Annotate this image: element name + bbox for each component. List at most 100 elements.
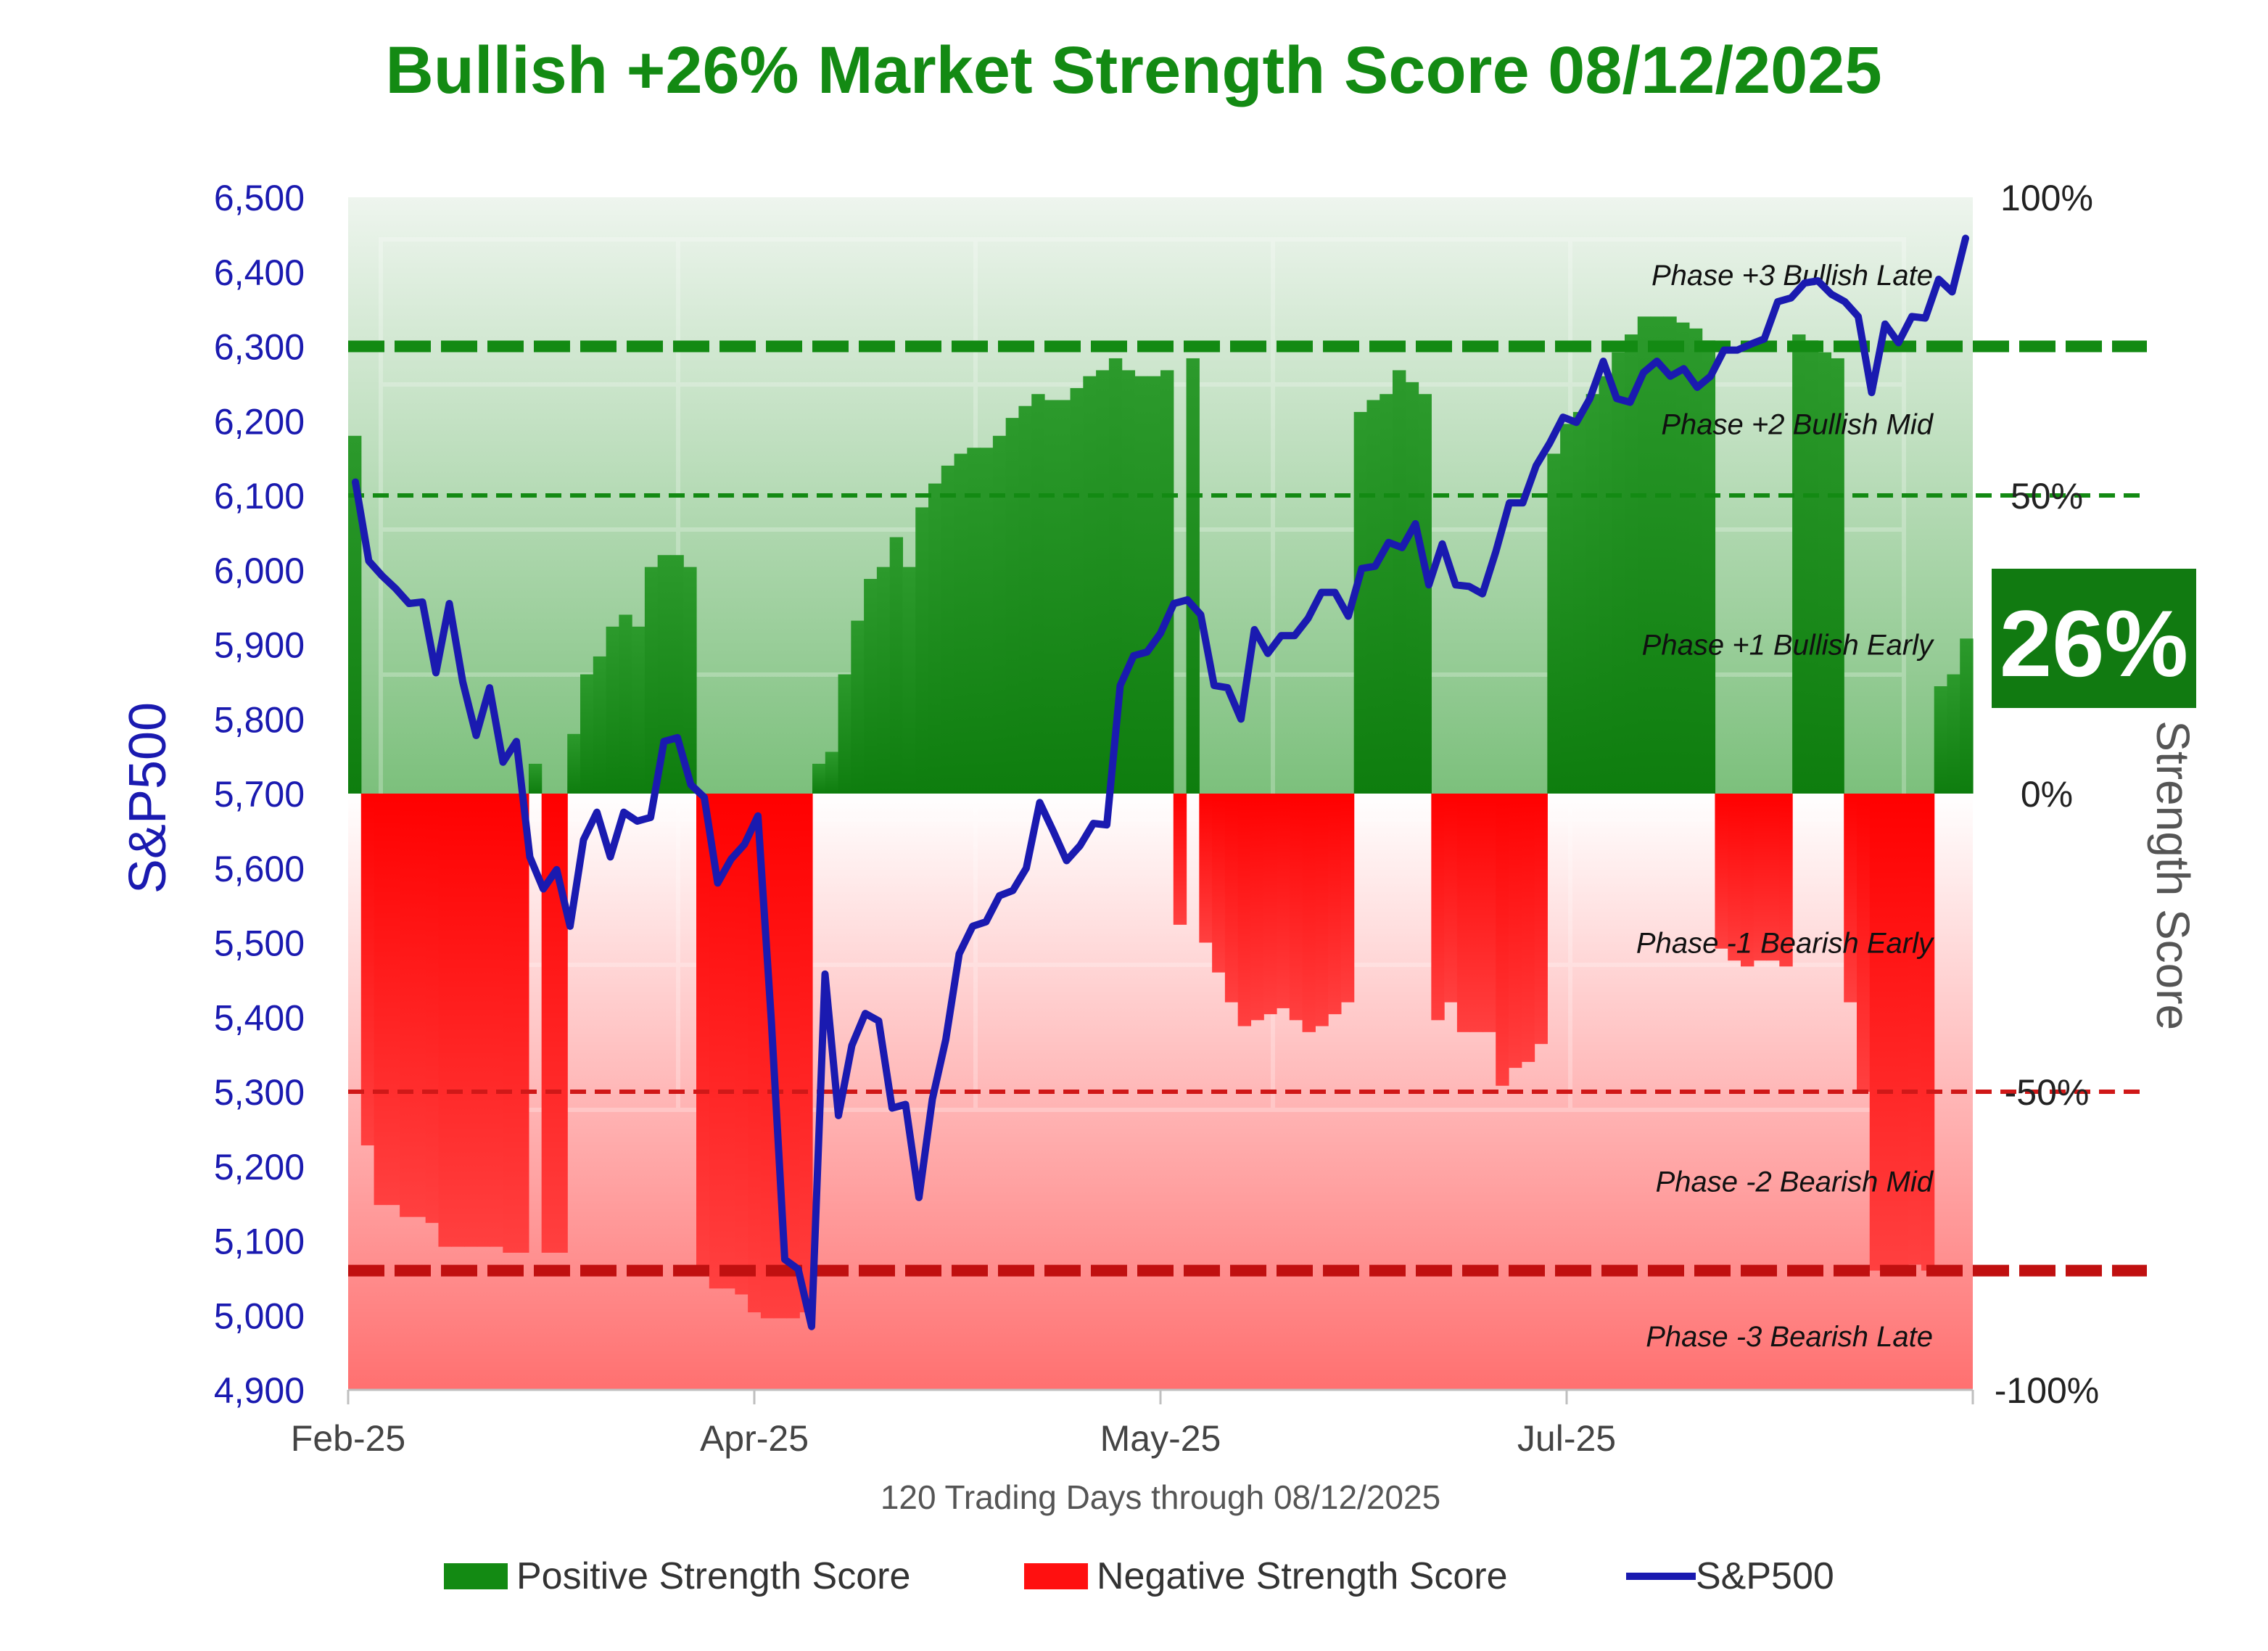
positive-score-bar [1599,376,1612,794]
positive-score-bar [593,656,606,794]
positive-score-bar [1651,316,1664,794]
positive-score-bar [838,675,851,794]
negative-score-bar [438,794,451,1247]
legend-label-positive: Positive Strength Score [516,1555,910,1597]
negative-score-bar [1341,794,1354,1002]
positive-score-bar [1560,424,1573,794]
legend-label-sp500: S&P500 [1696,1555,1834,1597]
positive-score-bar [967,448,980,794]
negative-score-bar [554,794,567,1253]
y-axis-left-title: S&P500 [119,702,177,894]
right-axis-tick-label: -100% [1995,1370,2100,1411]
positive-score-bar [1393,370,1406,794]
positive-score-bar [1663,316,1676,794]
left-axis-tick-label: 6,500 [214,178,305,218]
x-axis-ticks: Feb-25 Apr-25 May-25 Jul-25 [291,1418,1616,1459]
chart-title: Bullish +26% Market Strength Score 08/12… [385,33,1881,107]
negative-score-bar [1870,794,1883,1271]
positive-score-bar [928,484,941,794]
right-axis-tick-label: 50% [2011,476,2083,516]
negative-score-bar [400,794,413,1217]
phase-label: Phase +3 Bullish Late [1651,260,1933,292]
positive-score-bar [1960,638,1973,794]
right-axis-ticks: 100%50%0%-50%-100% [1995,178,2100,1411]
negative-score-bar [516,794,529,1253]
positive-score-bar [1122,370,1135,794]
negative-score-bar [1496,794,1509,1086]
negative-score-bar [1470,794,1483,1032]
negative-score-bar [1457,794,1470,1032]
negative-score-bar [1250,794,1263,1020]
left-axis-tick-label: 5,900 [214,625,305,666]
negative-score-bar [1290,794,1303,1020]
positive-score-bar [1406,382,1419,794]
positive-score-bar [1573,412,1586,794]
positive-score-bar [1547,453,1560,794]
positive-score-bar [632,627,645,794]
positive-score-bar [877,567,890,794]
negative-score-bar [1212,794,1225,973]
negative-score-bar [1431,794,1444,1020]
legend-label-negative: Negative Strength Score [1097,1555,1508,1597]
negative-score-bar [542,794,555,1253]
negative-score-bar [387,794,400,1205]
positive-score-bar [954,453,968,794]
positive-score-bar [993,436,1006,794]
x-axis-title: 120 Trading Days through 08/12/2025 [881,1478,1440,1516]
negative-score-bar [1444,794,1457,1002]
negative-score-bar [413,794,426,1217]
x-axis-tick-label: Apr-25 [700,1418,809,1459]
left-axis-tick-label: 5,400 [214,997,305,1038]
positive-score-bar [1006,418,1019,794]
negative-score-bar [1522,794,1535,1062]
phase-label: Phase +1 Bullish Early [1642,630,1935,662]
positive-score-bar [606,627,619,794]
positive-score-bar [1947,675,1960,794]
positive-score-bar [864,579,877,794]
positive-score-bar [1419,394,1432,794]
positive-score-bar [941,466,954,794]
left-axis-tick-label: 5,200 [214,1147,305,1187]
negative-score-bar [490,794,503,1247]
positive-score-bar [1187,358,1200,794]
positive-score-bar [1134,376,1147,794]
positive-score-bar [1057,400,1071,794]
positive-score-bar [980,448,993,794]
left-axis-tick-label: 5,500 [214,923,305,964]
positive-score-bar [1792,334,1805,794]
left-axis-tick-label: 4,900 [214,1370,305,1411]
positive-score-bar [1083,376,1096,794]
negative-score-bar [1315,794,1328,1026]
positive-score-bar [1147,376,1160,794]
negative-score-bar [503,794,516,1253]
positive-score-bar [915,507,928,794]
left-axis-tick-label: 5,100 [214,1222,305,1262]
positive-score-bar [1018,406,1031,794]
negative-score-bar [1174,794,1187,925]
negative-score-bar [1328,794,1341,1014]
positive-score-bar [1354,412,1367,794]
positive-score-bar [1612,353,1625,794]
negative-score-bar [374,794,387,1205]
positive-score-bar [619,614,632,794]
left-axis-tick-label: 5,800 [214,699,305,740]
left-axis-tick-label: 5,700 [214,774,305,815]
positive-score-bar [1160,370,1174,794]
negative-score-bar [451,794,464,1247]
negative-score-bar [1844,794,1857,1002]
positive-score-bar [1689,329,1702,794]
legend-swatch-positive [444,1563,508,1589]
positive-score-bar [1031,394,1044,794]
left-axis-tick-label: 5,300 [214,1072,305,1113]
positive-score-bar [890,538,903,794]
left-axis-ticks: 6,5006,4006,3006,2006,1006,0005,9005,800… [214,178,305,1411]
negative-score-bar [426,794,439,1223]
positive-score-bar [1586,394,1599,794]
left-axis-tick-label: 6,200 [214,401,305,442]
negative-score-bar [1263,794,1277,1014]
negative-score-bar [477,794,490,1247]
phase-label: Phase +2 Bullish Mid [1661,408,1934,440]
current-score-label: 26% [2000,590,2188,696]
